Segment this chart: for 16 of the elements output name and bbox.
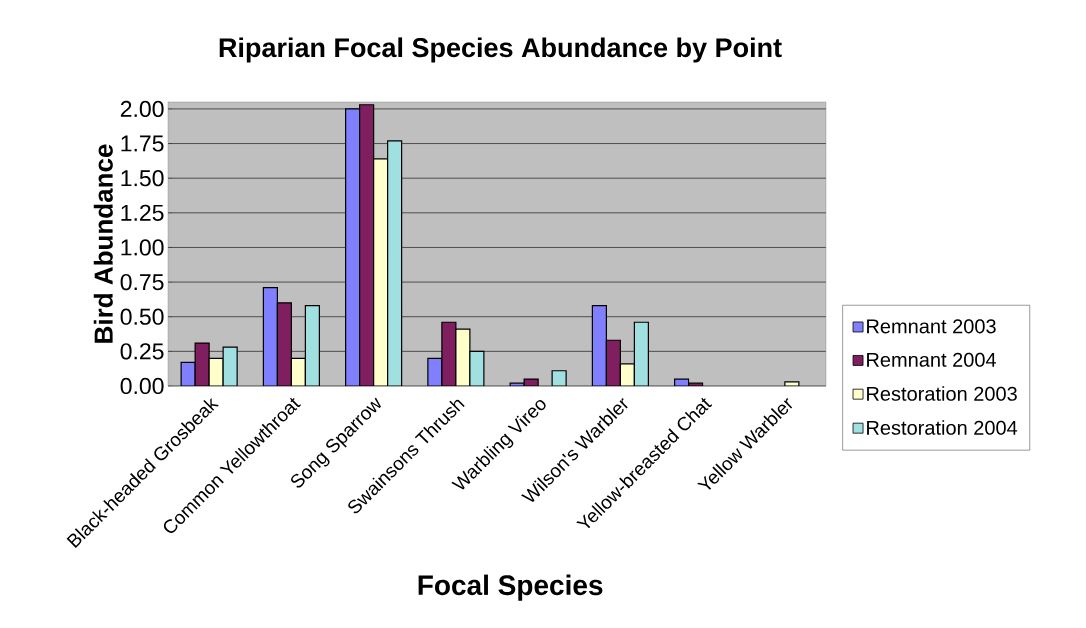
legend-label: Remnant 2003 xyxy=(867,319,996,334)
y-axis-title: Bird Abundance xyxy=(93,144,113,343)
y-tick-label: 0.25 xyxy=(120,343,164,360)
y-tick-label: 0.50 xyxy=(120,308,164,325)
y-tick-label: 0.75 xyxy=(120,273,164,291)
y-tick-label: 1.25 xyxy=(121,204,164,221)
y-tick-label: 2.00 xyxy=(120,100,164,118)
x-axis-title: Focal Species xyxy=(418,574,603,601)
y-tick-label: 0.00 xyxy=(120,377,164,395)
chart-title: Riparian Focal Species Abundance by Point xyxy=(219,37,782,63)
legend-label: Restoration 2004 xyxy=(867,420,1018,435)
y-tick-label: 1.00 xyxy=(121,239,164,256)
y-tick-label: 1.50 xyxy=(121,170,164,187)
legend-label: Restoration 2003 xyxy=(867,386,1017,401)
legend-label: Remnant 2004 xyxy=(867,352,997,367)
y-tick-label: 1.75 xyxy=(121,135,164,152)
